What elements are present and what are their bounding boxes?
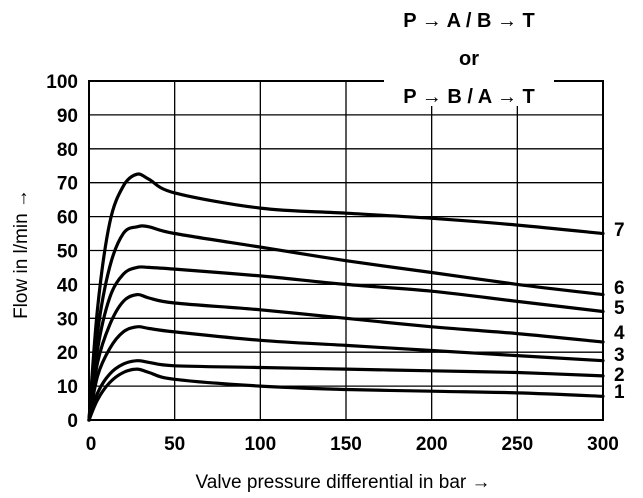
curve-5 <box>87 265 605 422</box>
x-tick-label: 0 <box>86 434 97 455</box>
curve-label-5: 5 <box>614 298 625 319</box>
y-tick-label: 90 <box>57 106 78 127</box>
y-tick-label: 70 <box>57 174 78 195</box>
y-tick-label: 40 <box>57 275 78 296</box>
plot-border <box>88 80 604 421</box>
curve-label-4: 4 <box>614 323 625 344</box>
curve-4 <box>87 292 605 422</box>
x-tick-label: 200 <box>416 434 448 455</box>
y-tick-label: 20 <box>57 343 78 364</box>
x-tick-label: 100 <box>244 434 276 455</box>
x-tick-label: 300 <box>587 434 619 455</box>
y-tick-label: 80 <box>57 140 78 161</box>
x-tick-label: 250 <box>501 434 533 455</box>
curve-label-7: 7 <box>614 220 625 241</box>
x-tick-labels: 0 50 100 150 200 250 300 <box>86 434 619 455</box>
plot-frame <box>88 80 604 421</box>
curve-label-3: 3 <box>614 345 625 366</box>
y-axis-label: Flow in l/min → <box>11 189 32 319</box>
chart-title-line-2: or <box>459 48 479 70</box>
curve-label-2: 2 <box>614 365 625 386</box>
x-axis-label: Valve pressure differential in bar → <box>195 472 490 493</box>
y-tick-label: 0 <box>67 411 78 432</box>
x-tick-label: 150 <box>330 434 362 455</box>
y-tick-labels: 0 10 20 30 40 50 60 70 80 90 100 <box>46 72 78 432</box>
curve-7 <box>87 172 605 422</box>
x-tick-label: 50 <box>164 434 185 455</box>
curve-label-6: 6 <box>614 278 625 299</box>
curve-3 <box>87 325 605 422</box>
chart-grid <box>89 81 603 420</box>
curve-2 <box>87 359 605 422</box>
y-tick-label: 60 <box>57 208 78 229</box>
curves <box>87 172 605 422</box>
curve-6 <box>87 224 605 422</box>
y-tick-label: 10 <box>57 377 78 398</box>
chart-title-line-3: P → B / A → T <box>403 86 535 108</box>
curve-label-1: 1 <box>614 382 625 403</box>
y-tick-label: 50 <box>57 242 78 263</box>
title-background <box>384 58 554 106</box>
chart-title-line-1: P → A / B → T <box>403 10 535 32</box>
y-tick-label: 100 <box>46 72 78 93</box>
curve-1 <box>87 367 605 422</box>
y-tick-label: 30 <box>57 309 78 330</box>
